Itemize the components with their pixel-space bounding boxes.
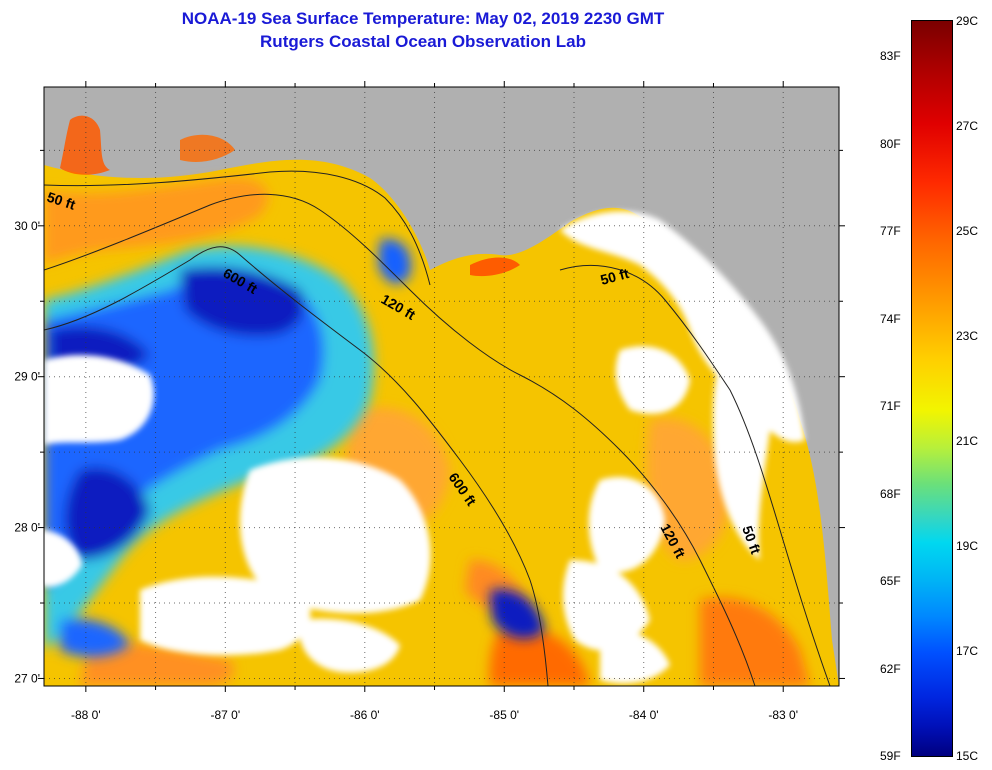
axis-ticks xyxy=(38,81,845,692)
isobath-50ft-east xyxy=(559,264,831,686)
latitude-tick-label: 27 0' xyxy=(14,671,40,685)
colorbar-fahrenheit-label: 80F xyxy=(880,136,901,151)
longitude-tick-label: -85 0' xyxy=(489,708,519,722)
colorbar-celsius-label: 23C xyxy=(956,329,979,343)
bay-warm-water xyxy=(180,134,235,162)
colorbar-fahrenheit-label: 74F xyxy=(880,311,901,326)
colorbar-celsius-label: 17C xyxy=(956,644,979,658)
cool-water xyxy=(44,239,545,657)
longitude-labels: -88 0' -87 0' -86 0' -85 0' -84 0' -83 0' xyxy=(71,708,798,722)
colorbar-fahrenheit-label: 65F xyxy=(880,574,901,588)
coastal-warm-water xyxy=(60,115,110,175)
latitude-labels: 30 0' 29 0' 28 0' 27 0' xyxy=(14,219,40,686)
colorbar-fahrenheit-label: 59F xyxy=(880,749,901,763)
apalachicola-warm-water xyxy=(470,257,520,277)
temperature-colorbar xyxy=(911,20,953,757)
colorbar-fahrenheit-label: 83F xyxy=(880,49,901,63)
latitude-tick-label: 30 0' xyxy=(14,219,40,233)
colorbar-celsius-label: 19C xyxy=(956,539,979,553)
map-frame xyxy=(43,86,840,687)
map-title: NOAA-19 Sea Surface Temperature: May 02,… xyxy=(181,9,665,28)
cloud-cover xyxy=(44,211,805,684)
latitude-tick-label: 28 0' xyxy=(14,521,40,535)
colorbar-celsius-label: 25C xyxy=(956,224,979,238)
colorbar-fahrenheit-label: 71F xyxy=(880,399,901,413)
colorbar-celsius-label: 29C xyxy=(956,14,979,28)
isobath-600ft xyxy=(44,246,549,686)
colorbar-celsius-label: 21C xyxy=(956,434,979,448)
isobath-120ft xyxy=(44,193,756,686)
longitude-tick-label: -88 0' xyxy=(71,708,101,722)
colorbar-fahrenheit-label: 68F xyxy=(880,486,901,501)
isobath-50ft-west xyxy=(44,170,431,286)
map-subtitle: Rutgers Coastal Ocean Observation Lab xyxy=(260,32,586,51)
longitude-tick-label: -84 0' xyxy=(629,708,659,722)
latitude-tick-label: 29 0' xyxy=(14,370,40,384)
colorbar-celsius-label: 15C xyxy=(956,749,979,763)
colorbar-celsius-label: 27C xyxy=(956,119,979,133)
longitude-tick-label: -86 0' xyxy=(350,708,380,722)
longitude-tick-label: -87 0' xyxy=(210,708,240,722)
colorbar-fahrenheit-label: 77F xyxy=(880,224,901,238)
colorbar-fahrenheit-label: 62F xyxy=(880,661,901,676)
warm-patches xyxy=(44,177,810,686)
isobath-contours xyxy=(44,170,831,686)
longitude-tick-label: -83 0' xyxy=(768,708,798,722)
contour-label-50ft-east: 50 ft xyxy=(599,265,631,288)
